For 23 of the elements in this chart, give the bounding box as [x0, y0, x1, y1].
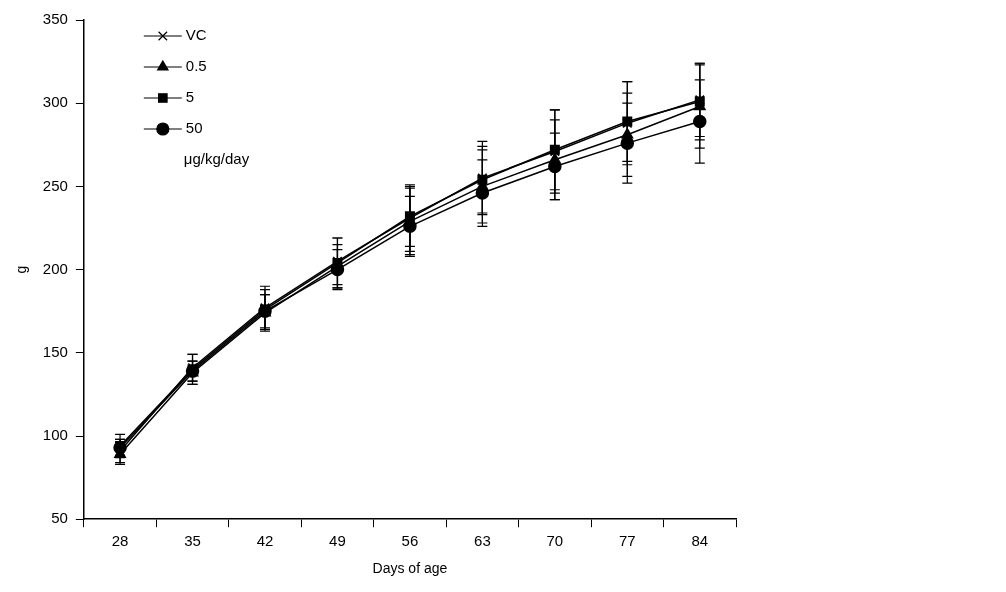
x-tick-label: 70 — [546, 532, 564, 550]
x-tick-label: 63 — [474, 532, 491, 550]
x-tick-label: 49 — [329, 532, 346, 550]
x-tick-label: 28 — [111, 532, 129, 550]
y-axis-title: g — [13, 265, 30, 274]
legend-label: VC — [185, 26, 207, 44]
x-axis-title: Days of age — [372, 560, 448, 577]
y-tick-label: 200 — [42, 259, 68, 277]
y-tick-label: 250 — [42, 176, 68, 194]
legend-label: 5 — [185, 88, 195, 106]
x-tick-label: 77 — [618, 532, 636, 550]
x-tick-label: 84 — [691, 532, 709, 550]
y-tick-label: 50 — [51, 509, 68, 527]
x-tick-label: 56 — [401, 532, 419, 550]
legend-title: μg/kg/day — [183, 150, 250, 168]
y-tick-label: 300 — [42, 93, 68, 111]
y-tick-label: 100 — [42, 426, 68, 444]
y-tick-label: 150 — [42, 342, 68, 360]
x-tick-label: 42 — [256, 532, 274, 550]
legend-label: 0.5 — [185, 57, 207, 75]
x-tick-label: 35 — [184, 532, 201, 550]
y-tick-label: 350 — [42, 10, 68, 28]
legend-label: 50 — [185, 119, 203, 137]
